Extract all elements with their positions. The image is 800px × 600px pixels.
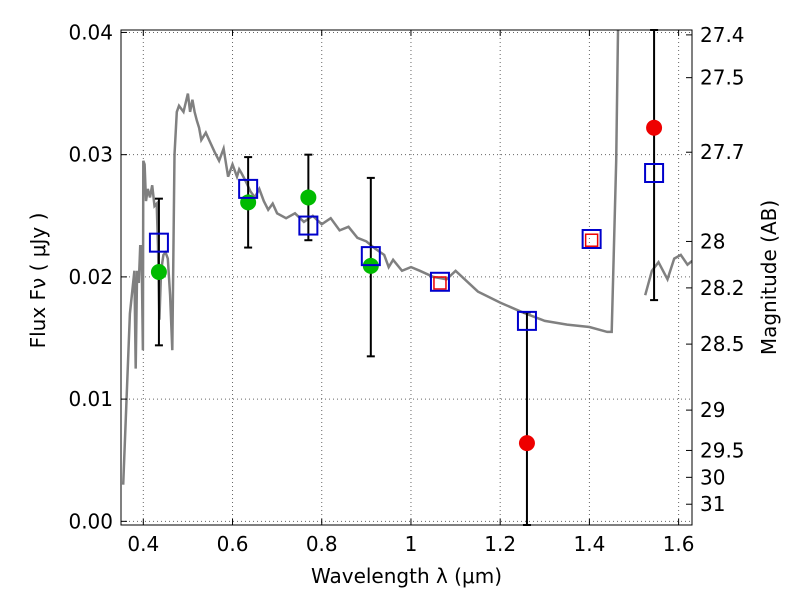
grid-lines — [121, 30, 692, 525]
y-tick-label: 0.04 — [68, 20, 113, 44]
magnitude-tick-label: 28 — [700, 229, 725, 253]
model-flux-box — [148, 232, 169, 253]
detection-point — [300, 189, 317, 206]
y-axis-ticks: 0.00 0.01 0.02 0.03 0.04 — [68, 20, 127, 533]
magnitude-tick-label: 27.5 — [700, 66, 745, 90]
nondetection-point — [584, 233, 599, 247]
magnitude-tick-label: 29 — [700, 398, 725, 422]
detection-point — [150, 264, 167, 280]
x-tick-label: 1 — [405, 532, 418, 556]
data-markers — [148, 119, 665, 452]
model-sed-curve — [121, 30, 692, 485]
nondetection-point — [518, 435, 535, 452]
error-bars — [154, 29, 659, 526]
magnitude-tick-label: 29.5 — [700, 438, 745, 462]
magnitude-axis-ticks: 27.4 27.5 27.7 28 28.2 28.5 29 29.5 30 31 — [686, 23, 745, 516]
x-tick-label: 1.6 — [663, 532, 695, 556]
magnitude-tick-label: 28.5 — [700, 332, 745, 356]
nondetection-point — [646, 119, 663, 136]
x-tick-label: 1.2 — [484, 532, 516, 556]
magnitude-tick-label: 30 — [700, 465, 725, 489]
model-flux-box — [360, 246, 381, 267]
x-tick-label: 0.8 — [306, 532, 338, 556]
y-tick-label: 0.02 — [68, 265, 113, 289]
y-tick-label: 0.03 — [68, 143, 113, 167]
detection-point — [240, 194, 257, 211]
y-tick-label: 0.01 — [68, 387, 113, 411]
x-axis-title: Wavelength λ (μm) — [311, 564, 502, 588]
nondetection-point — [433, 276, 447, 290]
y-axis-title: Flux Fν ( μJy ) — [26, 213, 50, 349]
model-flux-box — [298, 215, 319, 236]
magnitude-axis-title: Magnitude (AB) — [757, 200, 781, 355]
y-tick-label: 0.00 — [68, 509, 113, 533]
x-tick-label: 0.6 — [217, 532, 249, 556]
magnitude-tick-label: 31 — [700, 492, 725, 516]
x-tick-label: 0.4 — [127, 532, 159, 556]
model-flux-box — [644, 163, 665, 183]
model-sed-line-tail — [643, 253, 692, 296]
magnitude-tick-label: 28.2 — [700, 276, 745, 300]
x-tick-label: 1.4 — [573, 532, 605, 556]
magnitude-tick-label: 27.4 — [700, 23, 745, 47]
model-flux-box — [429, 271, 450, 292]
model-flux-box — [581, 229, 602, 249]
magnitude-tick-label: 27.7 — [700, 140, 745, 164]
plot-frame — [120, 29, 693, 526]
model-flux-box — [238, 178, 259, 199]
model-sed-line — [121, 30, 620, 485]
model-flux-box — [516, 310, 537, 331]
x-axis-ticks: 0.4 0.6 0.8 1 1.2 1.4 1.6 — [127, 30, 695, 556]
